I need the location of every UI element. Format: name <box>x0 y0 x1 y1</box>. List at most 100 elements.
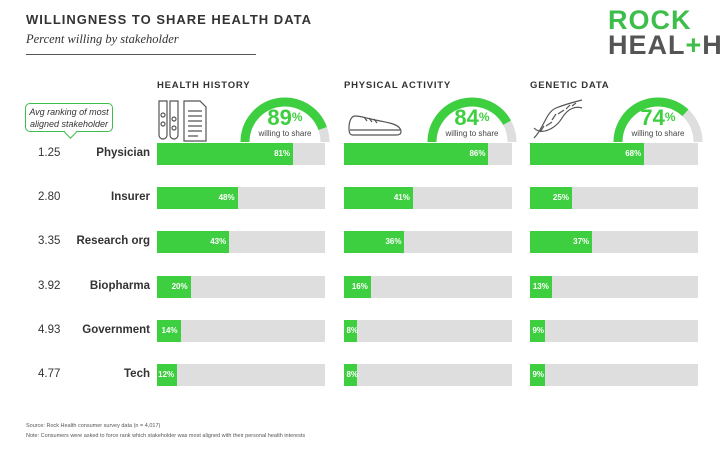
stakeholder-label: Physician <box>96 147 150 159</box>
bar <box>157 320 181 342</box>
bar-track: 86% <box>344 143 512 165</box>
title-divider <box>26 54 256 55</box>
bar-value-label: 9% <box>532 326 544 335</box>
bar <box>157 187 238 209</box>
gauge-percent: 74% <box>618 107 698 129</box>
bar-track: 43% <box>157 231 325 253</box>
bar <box>344 276 371 298</box>
share-gauge <box>613 97 703 143</box>
bar-track: 48% <box>157 187 325 209</box>
sneaker-icon <box>348 115 402 136</box>
gauge-number: 84 <box>454 105 479 130</box>
gauge-caption: willing to share <box>631 129 685 138</box>
avg-rank-value: 1.25 <box>38 147 61 159</box>
bar-track: 36% <box>344 231 512 253</box>
gauge-caption: willing to share <box>258 129 312 138</box>
share-gauge <box>240 97 330 143</box>
gauge-number: 74 <box>640 105 665 130</box>
bar <box>530 276 552 298</box>
logo-line-1: ROCK <box>608 5 692 35</box>
stakeholder-label: Insurer <box>111 191 150 203</box>
bar <box>344 364 358 386</box>
avg-rank-value: 3.35 <box>38 235 61 247</box>
bar-track: 9% <box>530 364 698 386</box>
bar-value-label: 16% <box>351 282 368 291</box>
avg-rank-value: 3.92 <box>38 280 61 292</box>
bar <box>530 364 546 386</box>
bar-track: 81% <box>157 143 325 165</box>
bar <box>530 320 546 342</box>
bar-value-label: 12% <box>158 370 175 379</box>
bar-value-label: 8% <box>346 370 358 379</box>
methodology-note: Note: Consumers were asked to force rank… <box>26 433 306 439</box>
rock-health-logo: ROCK HEAL+H <box>608 5 720 60</box>
gauge-number: 89 <box>267 105 292 130</box>
bar-track: 12% <box>157 364 325 386</box>
chart-subtitle: Percent willing by stakeholder <box>26 32 179 46</box>
bar-value-label: 20% <box>171 282 188 291</box>
source-note: Source: Rock Health consumer survey data… <box>26 423 161 429</box>
bar <box>530 231 593 253</box>
stakeholder-label: Tech <box>124 368 150 380</box>
bar <box>344 231 405 253</box>
share-gauge <box>427 97 517 143</box>
bar-track: 16% <box>344 276 512 298</box>
gauge-fill <box>240 97 327 143</box>
bar-value-label: 68% <box>625 149 642 158</box>
avg-ranking-callout: Avg ranking of most aligned stakeholder <box>25 103 113 132</box>
bar-track: 37% <box>530 231 698 253</box>
bar-value-label: 48% <box>218 193 235 202</box>
gauge-fill <box>427 97 511 143</box>
bar <box>530 143 645 165</box>
dna-helix-icon <box>533 99 583 139</box>
bar-value-label: 25% <box>552 193 569 202</box>
bar-track: 41% <box>344 187 512 209</box>
stakeholder-label: Biopharma <box>89 280 150 292</box>
gauge-percent-sign: % <box>478 110 490 124</box>
bar-track: 20% <box>157 276 325 298</box>
gauge-fill <box>613 97 689 143</box>
test-tubes-document-icon <box>158 100 207 142</box>
avg-rank-value: 4.77 <box>38 368 61 380</box>
panel-heading: PHYSICAL ACTIVITY <box>344 80 452 91</box>
logo-part-heal: HEAL <box>608 30 686 60</box>
bar <box>157 231 230 253</box>
gauge-percent: 84% <box>432 107 512 129</box>
bar-track: 68% <box>530 143 698 165</box>
gauge-percent-sign: % <box>664 110 676 124</box>
logo-line-2: HEAL+H <box>608 30 720 60</box>
bar-value-label: 8% <box>346 326 358 335</box>
gauge-caption: willing to share <box>445 129 499 138</box>
bar-value-label: 81% <box>274 149 291 158</box>
logo-part-h: H <box>702 30 720 60</box>
bar <box>344 143 489 165</box>
avg-rank-value: 2.80 <box>38 191 61 203</box>
bar <box>157 143 294 165</box>
bar-value-label: 36% <box>385 237 402 246</box>
bar <box>530 187 572 209</box>
chart-title: WILLINGNESS TO SHARE HEALTH DATA <box>26 12 312 27</box>
bar <box>344 320 358 342</box>
bar-track: 9% <box>530 320 698 342</box>
gauge-percent: 89% <box>245 107 325 129</box>
bar-track: 13% <box>530 276 698 298</box>
panel-heading: HEALTH HISTORY <box>157 80 251 91</box>
bar-track: 25% <box>530 187 698 209</box>
bar-value-label: 37% <box>573 237 590 246</box>
bar-value-label: 13% <box>532 282 549 291</box>
bar-value-label: 14% <box>161 326 178 335</box>
bar <box>344 187 413 209</box>
bar <box>157 364 178 386</box>
bar-track: 14% <box>157 320 325 342</box>
bar-track: 8% <box>344 320 512 342</box>
bar-value-label: 86% <box>469 149 486 158</box>
stakeholder-label: Research org <box>76 235 150 247</box>
gauge-percent-sign: % <box>291 110 303 124</box>
stakeholder-label: Government <box>82 324 150 336</box>
logo-plus: + <box>685 30 703 60</box>
bar-track: 8% <box>344 364 512 386</box>
bar <box>157 276 191 298</box>
bar-value-label: 43% <box>210 237 227 246</box>
bar-value-label: 41% <box>393 193 410 202</box>
avg-rank-value: 4.93 <box>38 324 61 336</box>
